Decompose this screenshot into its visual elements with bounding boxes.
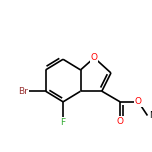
Text: O: O [91, 53, 98, 62]
Text: O: O [135, 97, 142, 106]
Text: Me: Me [149, 111, 152, 120]
Text: O: O [117, 117, 124, 126]
Text: Br: Br [19, 87, 28, 96]
Text: F: F [60, 118, 66, 127]
